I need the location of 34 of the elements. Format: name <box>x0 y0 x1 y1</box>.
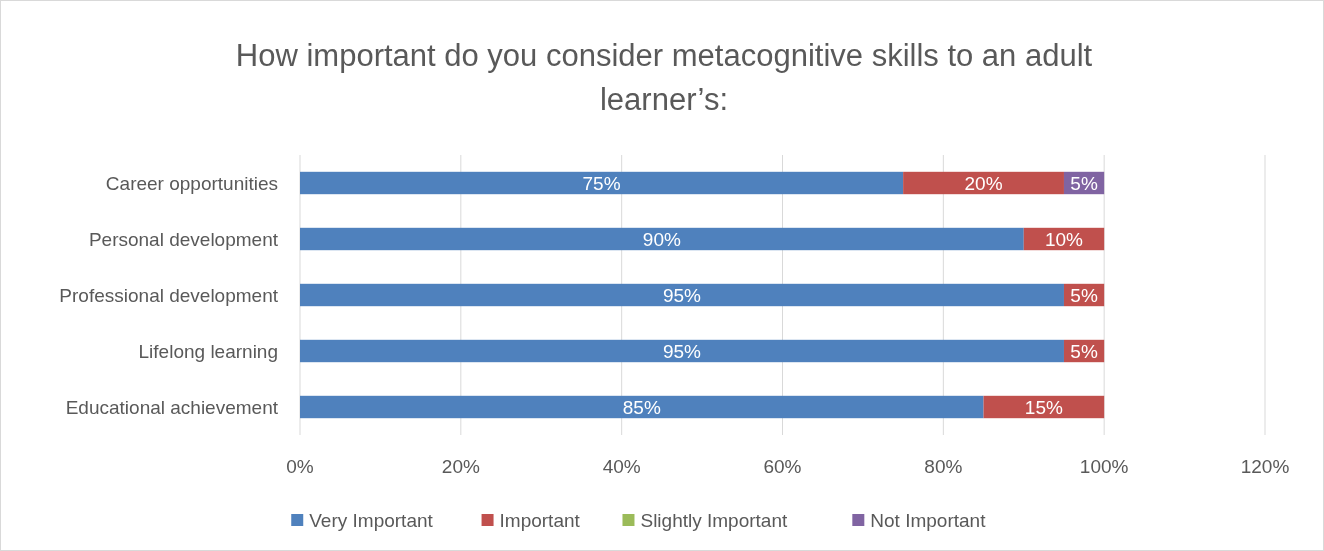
legend-label: Not Important <box>870 509 987 531</box>
x-tick-label: 120% <box>1240 456 1290 477</box>
bar <box>300 227 1024 251</box>
data-label: 75% <box>582 172 621 194</box>
data-label: 10% <box>1044 228 1084 250</box>
bar <box>300 283 1064 307</box>
bar <box>300 395 984 419</box>
bar <box>300 171 904 195</box>
data-label: 15% <box>1024 396 1063 418</box>
y-tick-label: Educational achievement <box>65 396 279 418</box>
legend-label: Important <box>499 509 581 531</box>
x-tick-label: 40% <box>602 456 641 477</box>
data-label: 20% <box>964 172 1003 194</box>
x-tick-label: 80% <box>924 456 963 477</box>
y-tick-label: Lifelong learning <box>138 340 278 362</box>
data-label: 95% <box>662 284 702 306</box>
bar <box>300 339 1064 363</box>
data-label: 5% <box>1070 284 1098 306</box>
data-label: 5% <box>1070 172 1098 194</box>
legend-label: Very Important <box>309 509 434 531</box>
x-tick-label: 20% <box>441 456 480 477</box>
y-tick-label: Personal development <box>88 228 279 250</box>
data-label: 95% <box>662 340 702 362</box>
y-tick-label: Professional development <box>59 284 279 306</box>
x-tick-label: 60% <box>763 456 802 477</box>
bar <box>903 171 1064 195</box>
data-label: 90% <box>642 228 681 250</box>
chart-title: How important do you consider metacognitive skills to an adult learner’s: <box>235 38 1093 117</box>
x-tick-label: 0% <box>286 456 314 477</box>
legend-label: Slightly Important <box>640 509 788 531</box>
x-tick-label: 100% <box>1079 456 1129 477</box>
data-label: 85% <box>622 396 661 418</box>
data-label: 5% <box>1070 340 1098 362</box>
y-tick-label: Career opportunities <box>105 172 278 194</box>
